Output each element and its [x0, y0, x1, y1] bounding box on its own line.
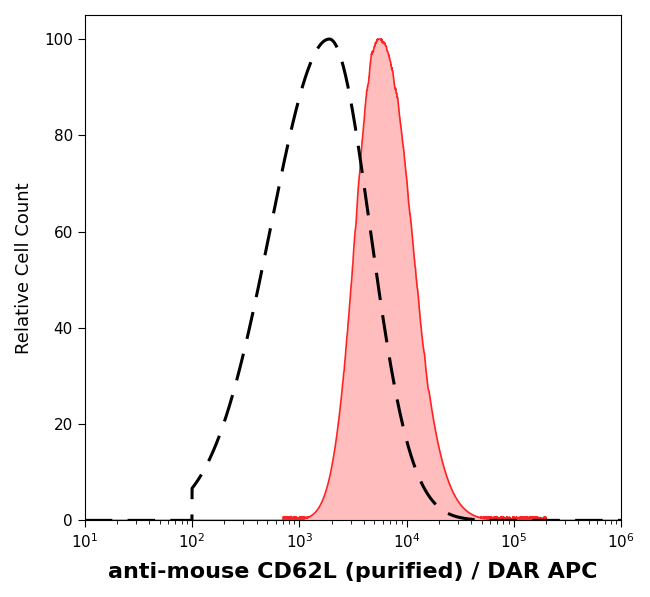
Y-axis label: Relative Cell Count: Relative Cell Count: [15, 182, 33, 353]
X-axis label: anti-mouse CD62L (purified) / DAR APC: anti-mouse CD62L (purified) / DAR APC: [108, 562, 598, 582]
